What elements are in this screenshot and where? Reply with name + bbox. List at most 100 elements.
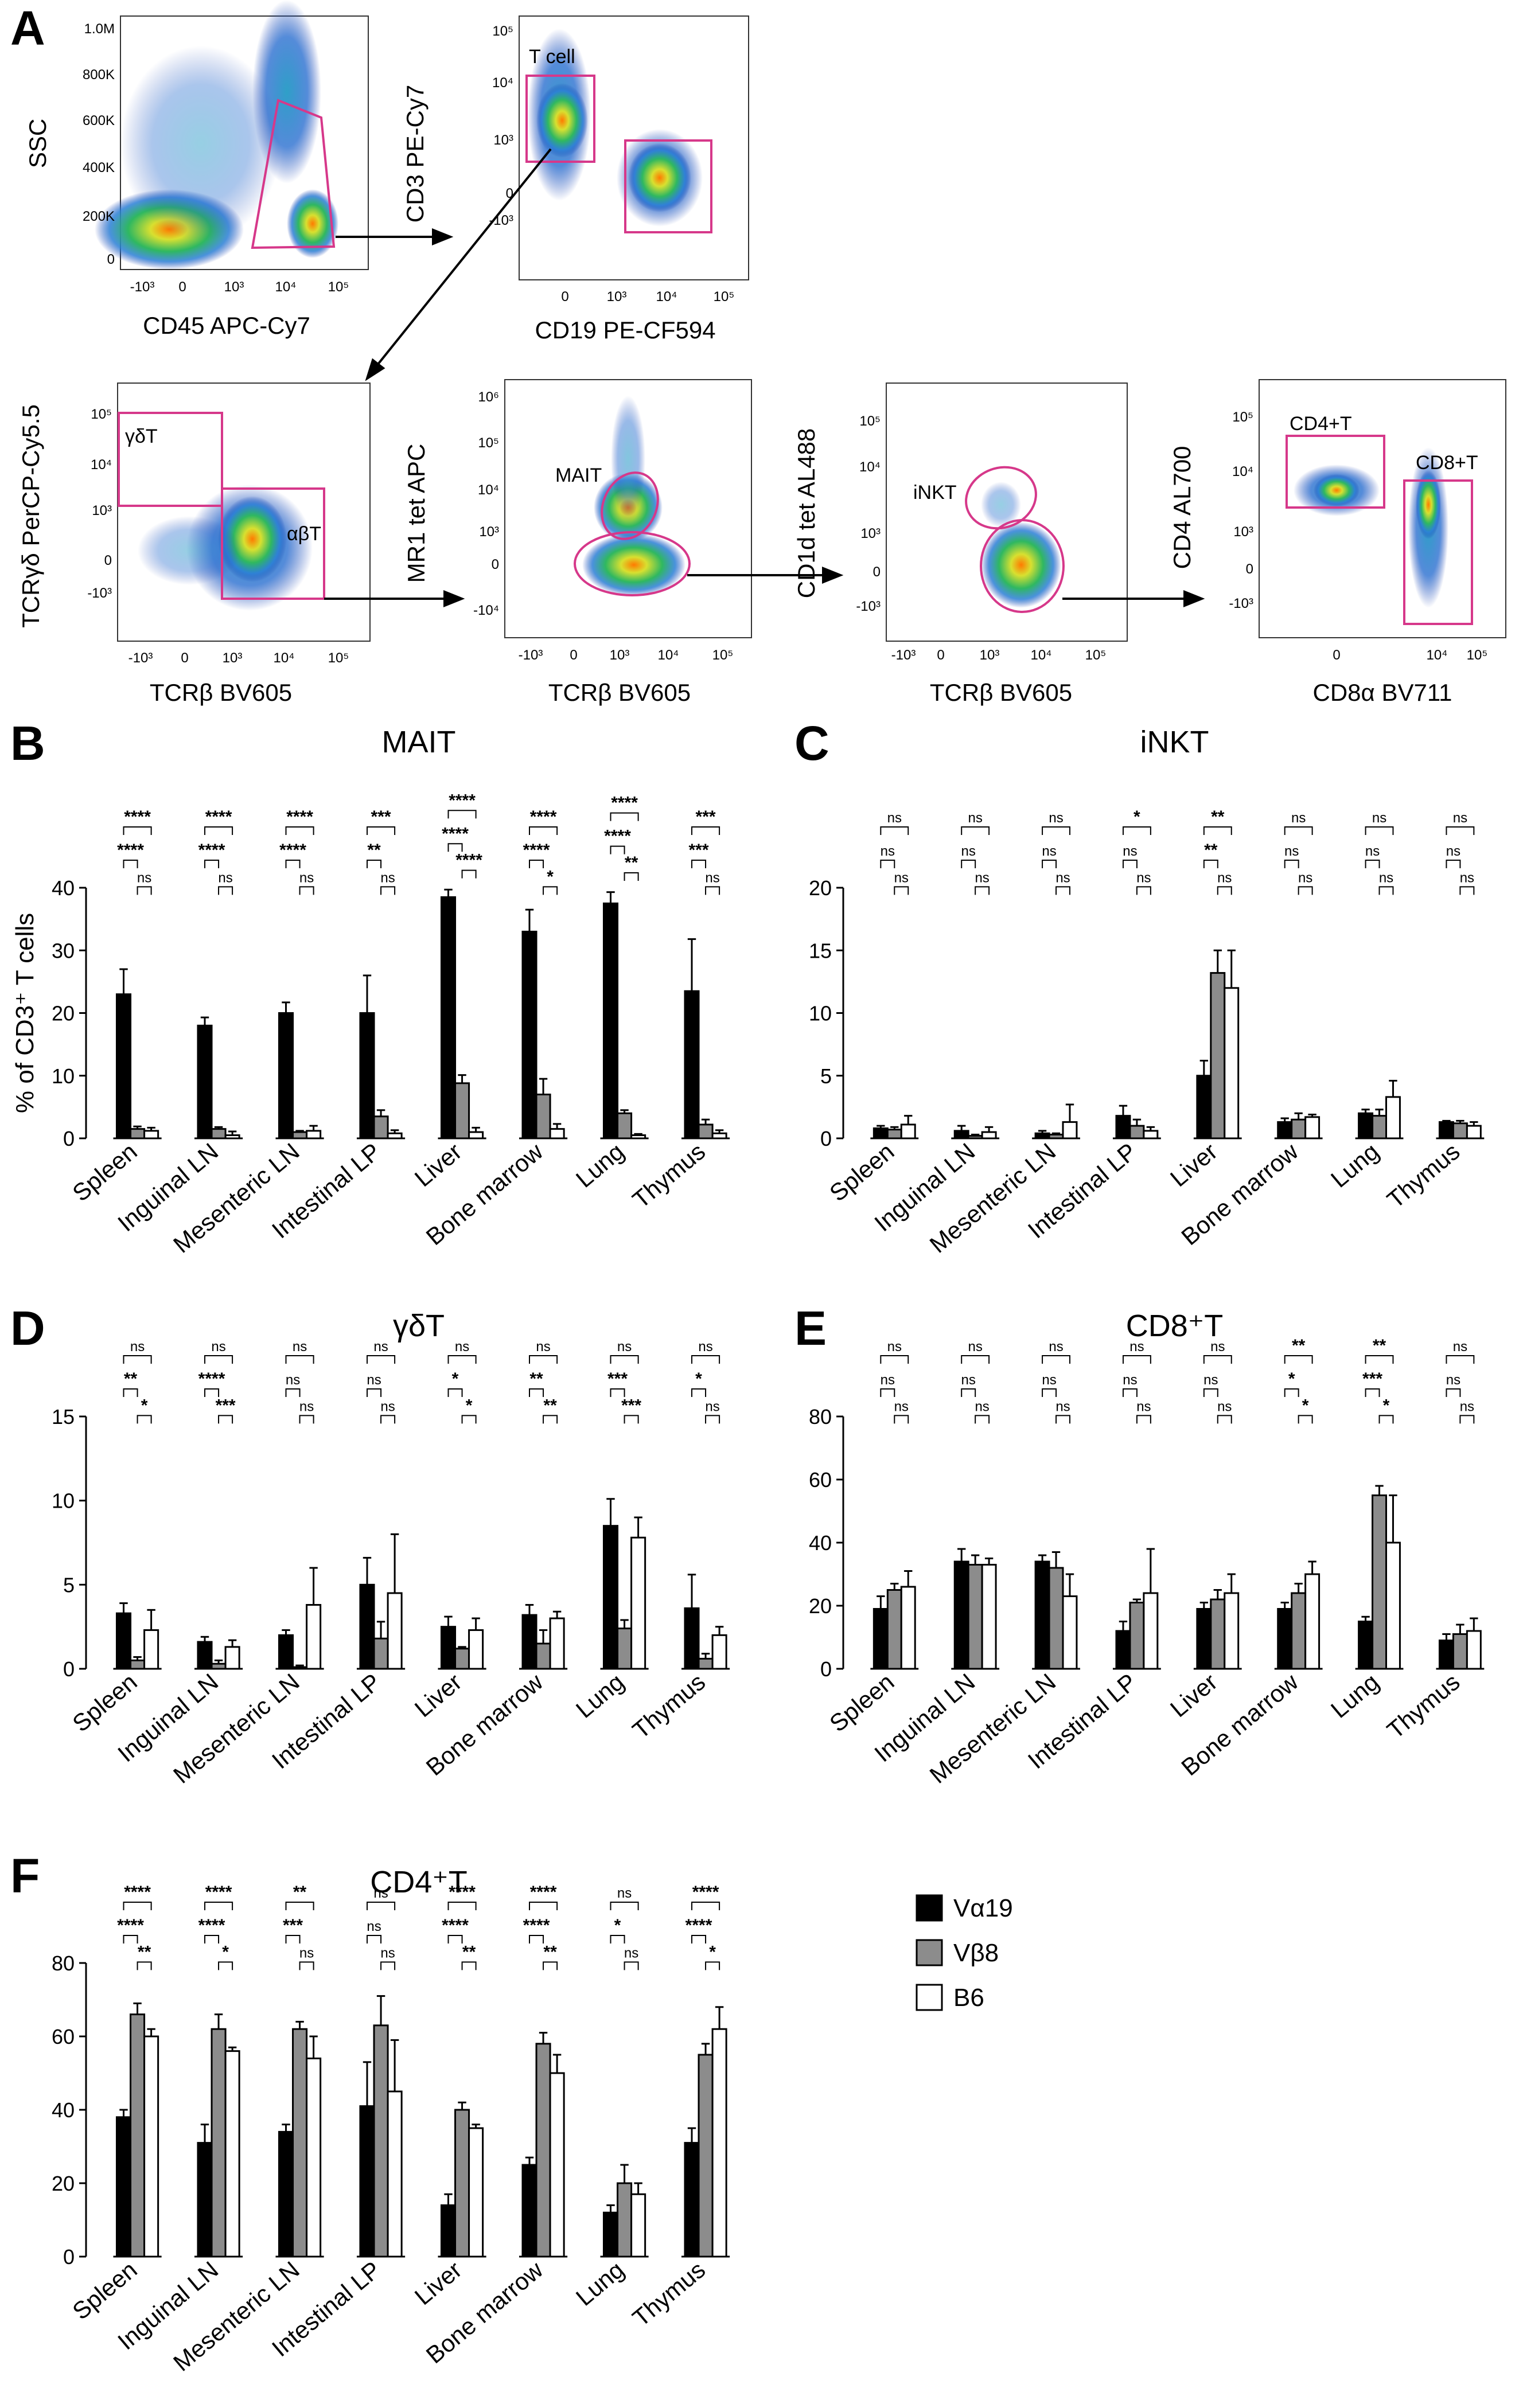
significance-label: *** <box>696 807 716 826</box>
significance-bracket <box>366 826 396 835</box>
flow-x-tick: 0 <box>570 647 577 663</box>
significance-bracket <box>624 1961 639 1970</box>
significance-bracket <box>880 826 909 835</box>
significance-bracket <box>137 886 152 895</box>
bar <box>1210 1598 1226 1670</box>
bar <box>440 1626 457 1670</box>
flow-x-tick: 10⁵ <box>328 279 349 295</box>
bar <box>535 1094 551 1139</box>
flow-x-tick: 0 <box>178 279 186 295</box>
significance-bracket <box>1365 826 1394 835</box>
cell-population <box>120 46 281 241</box>
bar <box>115 993 132 1139</box>
x-tick-label: Spleen <box>67 2256 142 2325</box>
significance-bracket <box>705 1961 720 1970</box>
flow-x-tick: 0 <box>181 650 188 666</box>
significance-bracket <box>1446 826 1475 835</box>
bar <box>602 1525 619 1670</box>
bar <box>684 990 700 1139</box>
bar <box>1143 1130 1159 1139</box>
significance-bracket <box>1284 826 1313 835</box>
bar <box>1372 1494 1388 1670</box>
significance-bracket <box>1122 860 1138 868</box>
significance-label: **** <box>124 807 151 826</box>
bar <box>197 1024 213 1139</box>
significance-label: ns <box>367 1919 381 1934</box>
flow-y-tick: 0 <box>1246 561 1253 577</box>
panel-letter-f: F <box>10 1849 40 1903</box>
significance-bracket <box>447 1935 463 1943</box>
significance-label: **** <box>205 807 232 826</box>
x-tick-label: Lung <box>1326 1668 1384 1723</box>
significance-bracket <box>1042 826 1070 835</box>
y-tick-label: 20 <box>52 1002 75 1025</box>
bar <box>1304 1573 1321 1670</box>
bar <box>143 1629 159 1670</box>
y-tick-label: 20 <box>809 1594 832 1618</box>
bar <box>602 902 619 1139</box>
bar <box>1115 1115 1131 1139</box>
significance-bracket <box>610 845 625 854</box>
significance-bracket <box>123 826 152 835</box>
panel-letter-a: A <box>10 1 45 55</box>
significance-label: ns <box>1372 810 1386 826</box>
significance-label: ns <box>218 870 232 885</box>
significance-label: * <box>452 1369 459 1388</box>
significance-label: **** <box>124 1883 151 1902</box>
significance-label: **** <box>117 841 144 860</box>
significance-bracket <box>299 886 314 895</box>
gate-rect <box>221 487 325 600</box>
bar <box>197 2142 213 2258</box>
significance-bracket <box>1284 1355 1313 1364</box>
significance-bracket <box>894 1415 909 1424</box>
significance-label: ns <box>137 870 151 885</box>
bar <box>1277 1121 1293 1139</box>
significance-label: ns <box>1365 844 1380 859</box>
flow-y-tick: 10³ <box>92 503 112 518</box>
flow-x-tick: 10⁴ <box>657 647 679 663</box>
significance-label: ** <box>543 1396 557 1415</box>
significance-label: **** <box>523 841 550 860</box>
significance-bracket <box>1055 886 1070 895</box>
x-tick-label: Spleen <box>824 1668 899 1737</box>
significance-label: ns <box>1284 844 1299 859</box>
significance-label: **** <box>523 1916 550 1935</box>
bar <box>1062 1121 1078 1139</box>
significance-bracket <box>1122 1388 1138 1397</box>
bar <box>1143 1592 1159 1670</box>
bar <box>143 1130 159 1139</box>
flow-x-tick: 10³ <box>223 650 243 666</box>
significance-label: **** <box>286 807 313 826</box>
flow-x-tick: 10⁵ <box>712 647 734 663</box>
significance-bracket <box>624 1415 639 1424</box>
significance-bracket <box>461 869 477 879</box>
significance-label: ns <box>299 1945 314 1961</box>
significance-bracket <box>961 860 976 868</box>
significance-bracket <box>123 860 138 868</box>
significance-bracket <box>1203 1355 1232 1364</box>
flow-y-tick: -10³ <box>856 599 881 614</box>
significance-label: * <box>614 1916 621 1935</box>
bar <box>306 1130 322 1139</box>
x-tick-label: Spleen <box>67 1138 142 1207</box>
bar <box>1358 1112 1374 1139</box>
bar <box>684 2142 700 2258</box>
flow-x-tick: 10⁴ <box>1426 647 1447 663</box>
y-tick-label: 40 <box>52 2098 75 2122</box>
bar <box>306 1604 322 1670</box>
flow-y-label: CD4 AL700 <box>1168 446 1195 569</box>
significance-bracket <box>543 1415 558 1424</box>
bar <box>1034 1560 1050 1670</box>
significance-bracket <box>123 1355 152 1364</box>
y-tick-label: 0 <box>820 1127 832 1150</box>
bar-chart-cd4t: CD4⁺T020406080**********Spleen*********I… <box>52 1865 730 2376</box>
significance-label: ns <box>975 870 989 885</box>
significance-bracket <box>624 872 639 881</box>
bar <box>1291 1118 1307 1139</box>
significance-bracket <box>1203 826 1232 835</box>
bar <box>886 1589 902 1670</box>
bar <box>1129 1602 1145 1670</box>
significance-label: ns <box>130 1339 145 1355</box>
significance-bracket <box>705 1415 720 1424</box>
significance-bracket <box>123 1388 138 1397</box>
